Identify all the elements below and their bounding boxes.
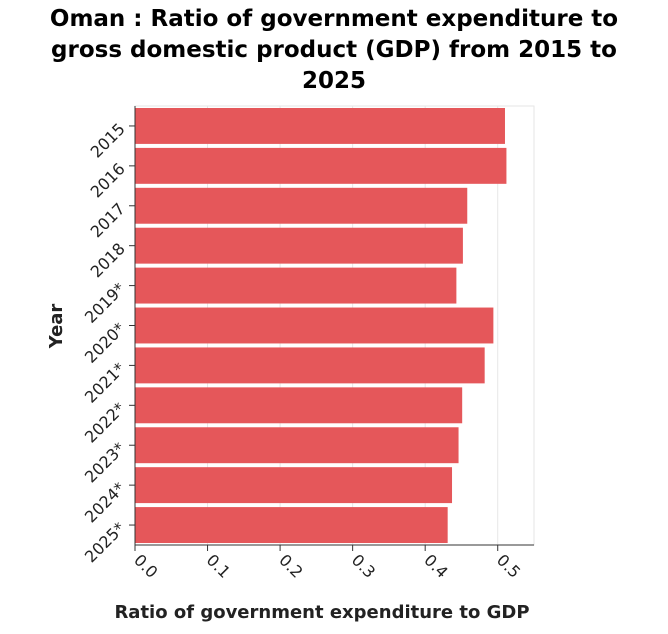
bar-2016 <box>135 148 506 184</box>
x-tick-label: 0.1 <box>203 550 234 581</box>
y-tick-label: 2017 <box>87 199 129 241</box>
bar-2020-proj <box>135 308 493 344</box>
x-tick-label: 0.4 <box>420 550 451 581</box>
bar-2021-proj <box>135 347 485 383</box>
y-tick-label: 2020* <box>81 319 129 367</box>
bars <box>135 108 506 543</box>
y-tick-label: 2015 <box>87 119 129 161</box>
bar-2025-proj <box>135 507 448 543</box>
bar-2024-proj <box>135 467 452 503</box>
bar-2015 <box>135 108 505 144</box>
bar-2017 <box>135 188 467 224</box>
x-tick-label: 0.5 <box>493 550 524 581</box>
y-axis-title: Year <box>46 304 67 350</box>
y-tick-label: 2023* <box>81 439 129 487</box>
y-tick-label: 2018 <box>87 239 129 281</box>
bar-2018 <box>135 228 463 264</box>
x-tick-label: 0.0 <box>130 550 161 581</box>
y-tick-label: 2024* <box>81 479 129 527</box>
y-tick-label: 2016 <box>87 159 129 201</box>
bar-2022-proj <box>135 387 462 423</box>
y-tick-label: 2019* <box>81 279 129 327</box>
y-tick-label: 2025* <box>81 518 129 566</box>
y-tick-label: 2021* <box>81 359 129 407</box>
x-tick-label: 0.3 <box>348 550 379 581</box>
x-tick-label: 0.2 <box>275 550 306 581</box>
bar-2023-proj <box>135 427 459 463</box>
y-tick-label: 2022* <box>81 399 129 447</box>
x-axis-title: Ratio of government expenditure to GDP <box>114 602 529 623</box>
bar-2019-proj <box>135 268 456 304</box>
